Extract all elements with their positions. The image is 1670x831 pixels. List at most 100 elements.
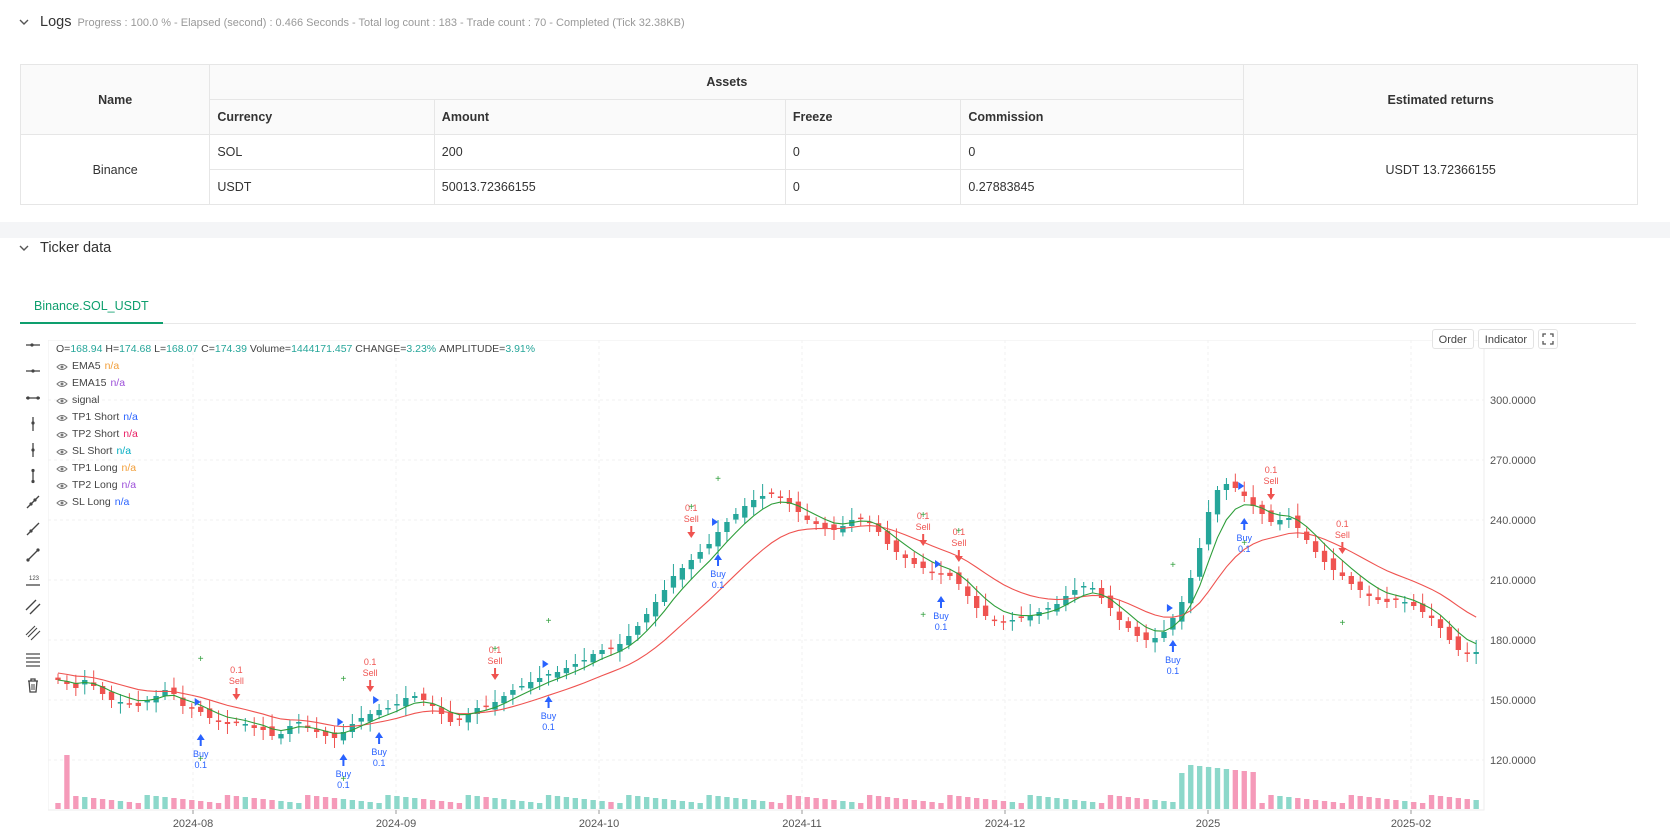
- eye-icon[interactable]: [56, 363, 68, 371]
- legend-item-value: n/a: [104, 360, 120, 372]
- legend-item-label: EMA5: [72, 360, 101, 372]
- volume-bar: [429, 800, 436, 809]
- volume-bar: [465, 795, 471, 809]
- tp-sl-marker: +: [198, 754, 204, 765]
- candle-body: [1375, 597, 1381, 600]
- volume-bar: [269, 800, 275, 809]
- volume-bar: [1170, 802, 1176, 809]
- candle-body: [590, 654, 596, 663]
- logs-header[interactable]: Logs Progress : 100.0 % - Elapsed (secon…: [18, 14, 685, 30]
- candle-body: [679, 568, 686, 580]
- eye-icon[interactable]: [56, 499, 68, 507]
- buy-arrow: [937, 596, 946, 608]
- fib-levels-icon[interactable]: [22, 648, 44, 670]
- fullscreen-icon[interactable]: [1538, 329, 1558, 349]
- candle-body: [1179, 602, 1185, 622]
- header-assets: Assets: [209, 64, 1245, 100]
- segment-icon[interactable]: [22, 544, 44, 566]
- volume-bar: [1348, 795, 1354, 809]
- volume-bar: [688, 802, 694, 809]
- legend-item-signal[interactable]: signal: [56, 392, 535, 409]
- header-commission: Commission: [960, 99, 1245, 135]
- order-button[interactable]: Order: [1431, 329, 1474, 349]
- volume-bar: [376, 803, 382, 809]
- candle-body: [724, 522, 730, 532]
- legend-item-tp1-long[interactable]: TP1 Long n/a: [56, 460, 535, 477]
- horizontal-line-icon[interactable]: [22, 360, 44, 382]
- chevron-down-icon[interactable]: [18, 16, 30, 28]
- volume-bar: [108, 800, 115, 809]
- volume-bar: [599, 801, 605, 809]
- ohlc-volume: 1444171.457: [291, 343, 353, 355]
- volume-bar: [777, 803, 784, 809]
- candle-body: [875, 523, 882, 532]
- candle-body: [73, 682, 79, 688]
- vertical-line-icon[interactable]: [22, 439, 44, 461]
- volume-bar: [1000, 801, 1007, 809]
- candle-body: [438, 707, 445, 714]
- legend-item-sl-long[interactable]: SL Long n/a: [56, 494, 535, 511]
- candle-body: [866, 521, 873, 524]
- eye-icon[interactable]: [56, 380, 68, 388]
- sell-label: Sell: [1335, 530, 1350, 540]
- candle-body: [421, 693, 427, 700]
- volume-bar: [198, 801, 204, 809]
- ray-line-icon[interactable]: [22, 518, 44, 540]
- ticker-header[interactable]: Ticker data: [18, 240, 111, 256]
- volume-bar: [768, 802, 775, 809]
- eye-icon[interactable]: [56, 431, 68, 439]
- legend-item-ema5[interactable]: EMA5 n/a: [56, 358, 535, 375]
- candle-body: [447, 712, 454, 722]
- candle-body: [206, 708, 213, 718]
- vertical-segment-icon[interactable]: [22, 465, 44, 487]
- candle-body: [215, 720, 222, 722]
- legend-item-sl-short[interactable]: SL Short n/a: [56, 443, 535, 460]
- parallel-channel-icon[interactable]: [22, 596, 44, 618]
- buy-label: Buy: [193, 749, 209, 759]
- candle-body: [1018, 616, 1024, 618]
- legend-item-tp1-short[interactable]: TP1 Short n/a: [56, 409, 535, 426]
- tp-sl-marker: +: [920, 610, 926, 621]
- legend-item-label: signal: [72, 394, 100, 406]
- tp-sl-marker: +: [198, 654, 204, 665]
- volume-bar: [1036, 796, 1042, 809]
- price-label-icon[interactable]: 123: [22, 570, 44, 592]
- candle-body: [224, 722, 231, 724]
- volume-bar: [1259, 803, 1265, 809]
- tp-sl-marker: +: [1170, 560, 1176, 571]
- horizontal-ray-icon[interactable]: [22, 334, 44, 356]
- indicator-button[interactable]: Indicator: [1477, 329, 1534, 349]
- candle-body: [1241, 491, 1247, 496]
- tab-binance-sol-usdt[interactable]: Binance.SOL_USDT: [20, 288, 163, 324]
- logs-meta: Progress : 100.0 % - Elapsed (second) : …: [77, 17, 685, 29]
- legend-item-tp2-short[interactable]: TP2 Short n/a: [56, 426, 535, 443]
- price-chart[interactable]: 120.0000 150.0000 180.0000 210.0000 240.0000…: [48, 340, 1638, 831]
- trash-icon[interactable]: [22, 674, 44, 696]
- volume-bar: [795, 796, 801, 809]
- x-tick-label: 2024-08: [173, 818, 213, 830]
- eye-icon[interactable]: [56, 482, 68, 490]
- fib-channel-icon[interactable]: [22, 622, 44, 644]
- candle-body: [688, 560, 694, 570]
- candle-body: [331, 732, 338, 738]
- volume-bar: [938, 803, 944, 809]
- extended-line-icon[interactable]: [22, 387, 44, 409]
- eye-icon[interactable]: [56, 465, 68, 473]
- logs-title: Logs: [40, 14, 72, 30]
- legend-item-ema15[interactable]: EMA15 n/a: [56, 375, 535, 392]
- y-tick-label: 210.0000: [1490, 575, 1536, 587]
- volume-bar: [804, 797, 810, 809]
- chevron-down-icon[interactable]: [18, 242, 30, 254]
- vertical-ray-icon[interactable]: [22, 413, 44, 435]
- eye-icon[interactable]: [56, 414, 68, 422]
- trend-line-icon[interactable]: [22, 491, 44, 513]
- legend-item-tp2-long[interactable]: TP2 Long n/a: [56, 477, 535, 494]
- legend-item-value: n/a: [114, 496, 130, 508]
- candle-body: [1277, 520, 1283, 525]
- eye-icon[interactable]: [56, 397, 68, 405]
- candle-body: [536, 678, 543, 682]
- candle-body: [376, 710, 382, 716]
- estimated-returns-value: USDT 13.72366155: [1243, 134, 1638, 205]
- eye-icon[interactable]: [56, 448, 68, 456]
- buy-label: Buy: [933, 611, 949, 621]
